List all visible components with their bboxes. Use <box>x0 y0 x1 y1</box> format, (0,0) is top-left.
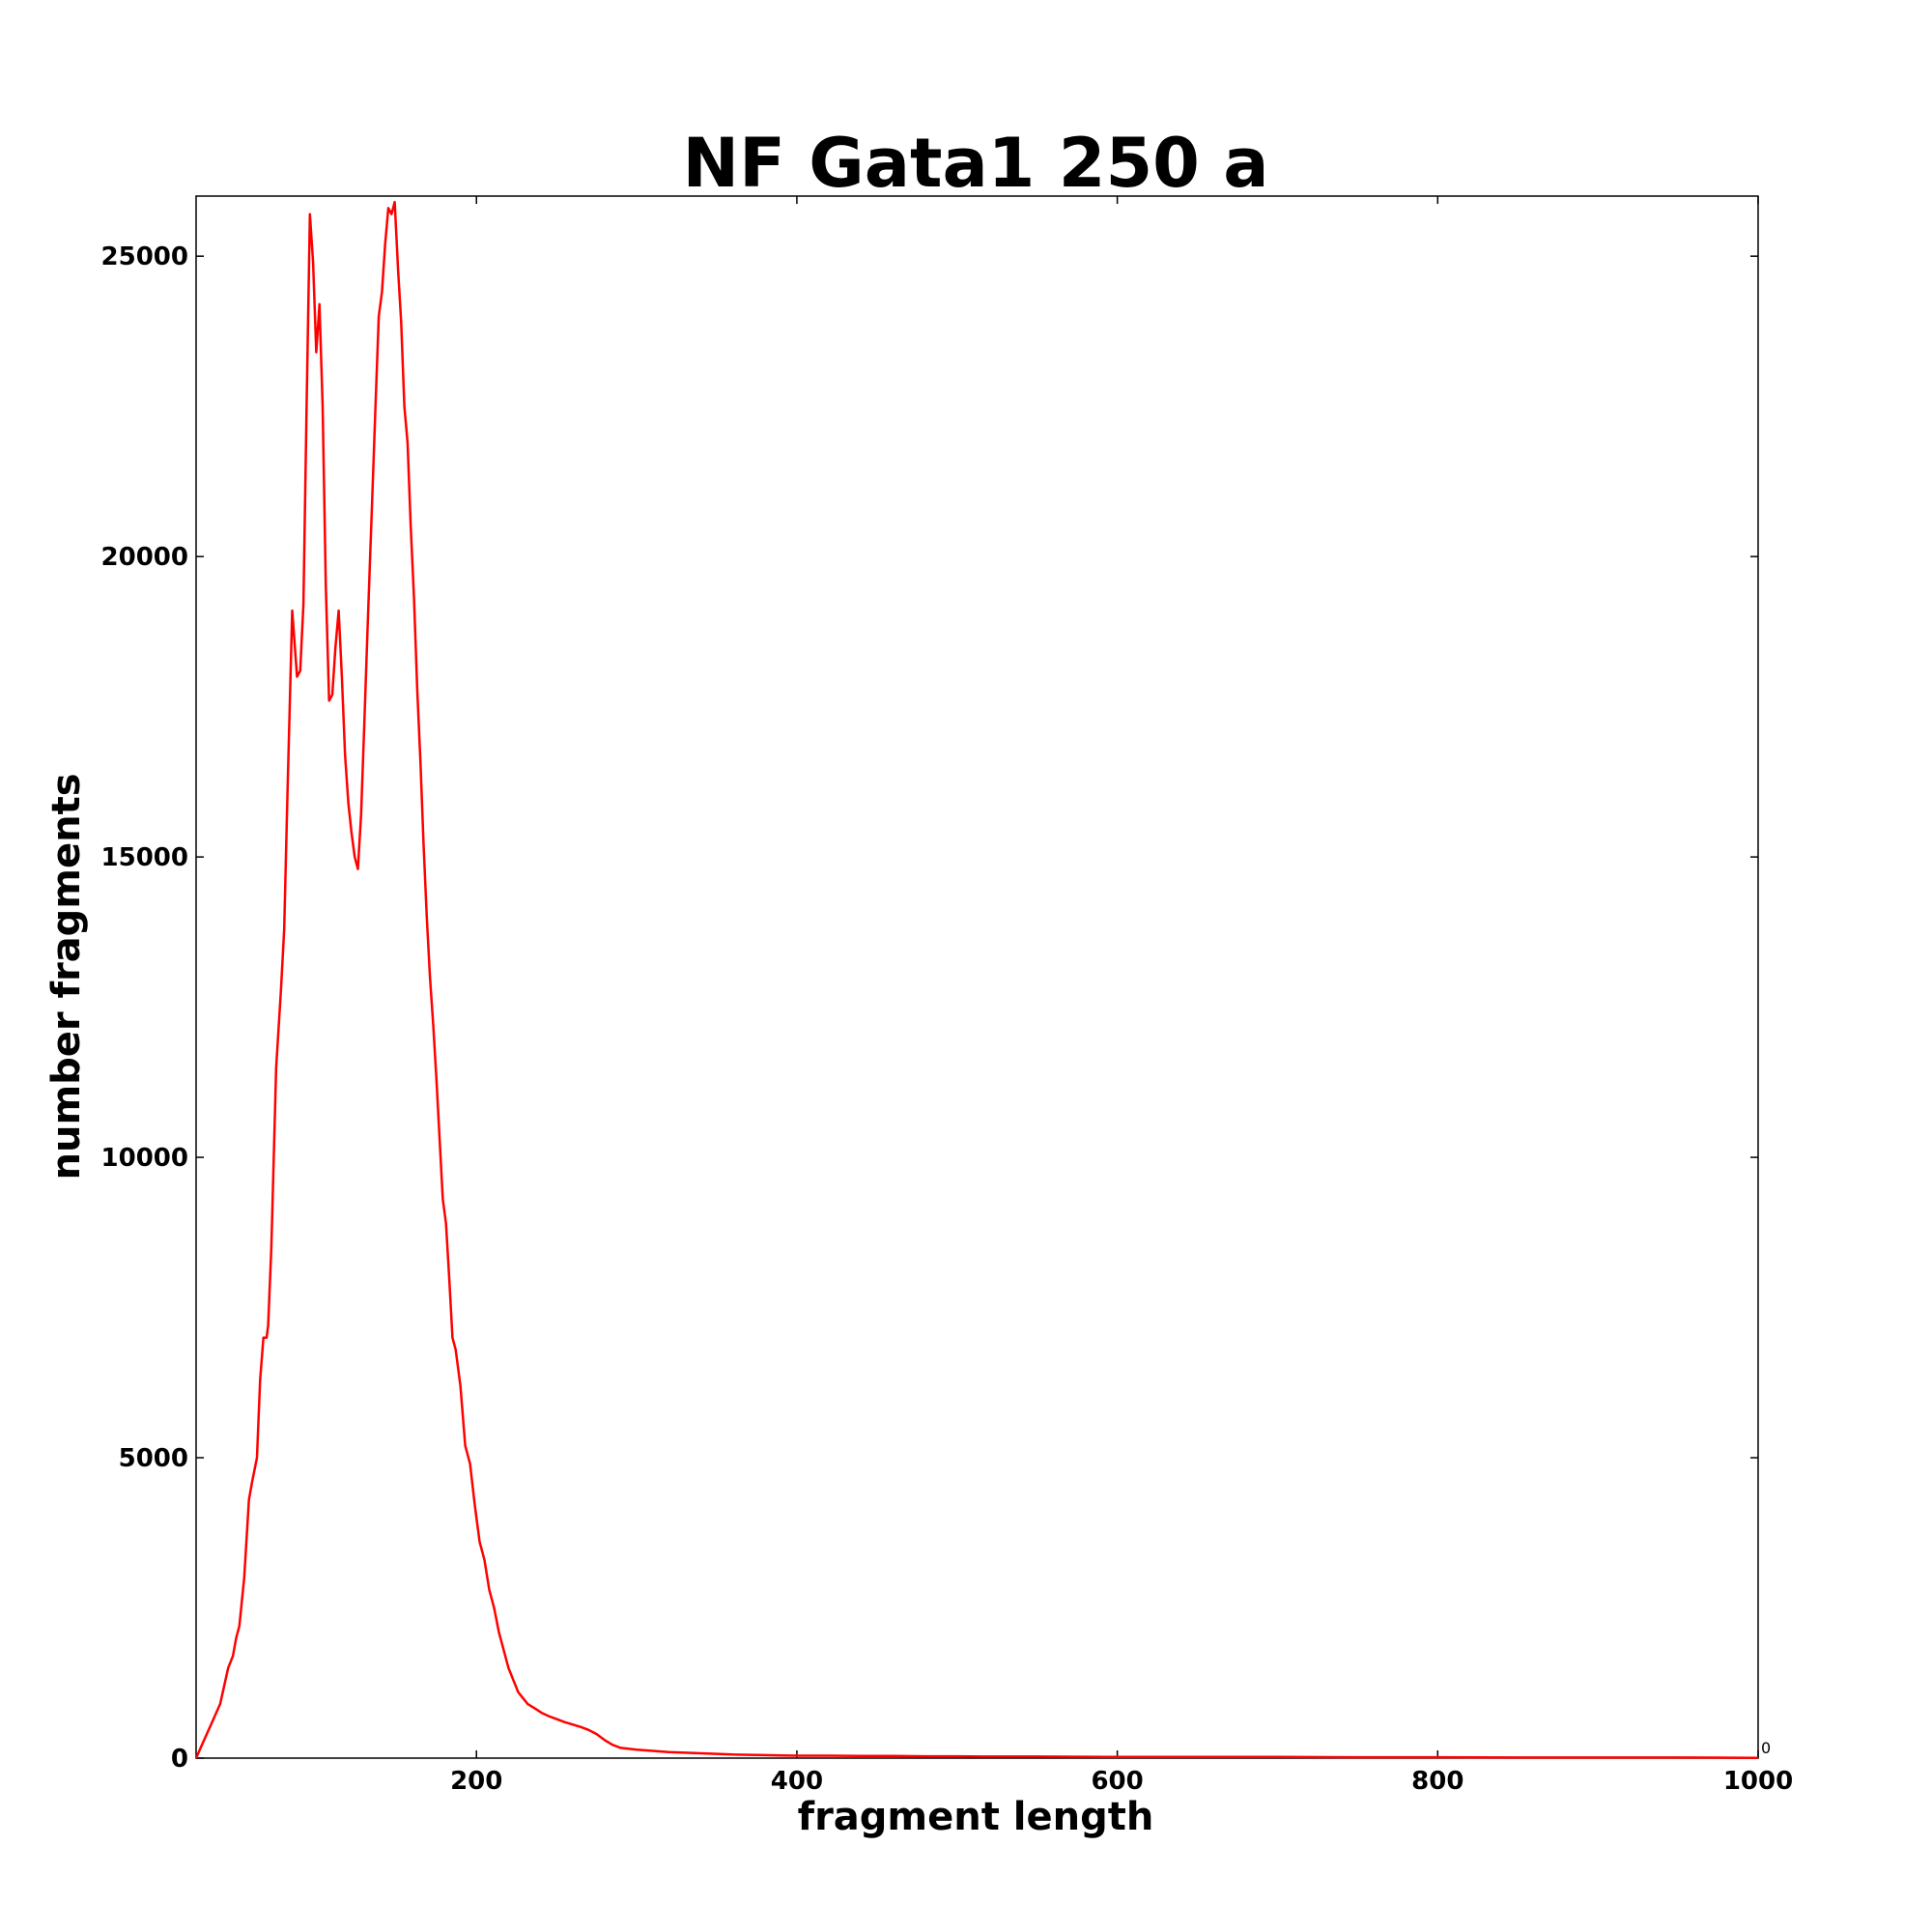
chart-title: NF Gata1 250 a <box>683 124 1269 203</box>
x-tick-label: 1000 <box>1723 1767 1793 1796</box>
y-tick-label: 0 <box>171 1745 188 1774</box>
x-tick-label: 600 <box>1091 1767 1143 1796</box>
x-axis-label: fragment length <box>798 1795 1154 1839</box>
y-tick-label: 25000 <box>101 242 188 271</box>
plot-area: 200 400 600 800 1000 0 5000 10000 15000 20000 250… <box>101 195 1793 1796</box>
offset-label: 0 <box>1761 1739 1771 1757</box>
y-tick-label: 5000 <box>119 1444 188 1473</box>
y-axis-ticks: 0 5000 10000 15000 20000 25000 <box>101 242 1758 1774</box>
y-tick-label: 10000 <box>101 1144 188 1173</box>
plot-frame <box>195 195 1759 1759</box>
x-tick-label: 200 <box>450 1767 502 1796</box>
y-tick-label: 20000 <box>101 543 188 572</box>
x-tick-label: 800 <box>1411 1767 1463 1796</box>
series-line <box>194 200 1759 1759</box>
y-axis-label: number fragments <box>44 773 89 1179</box>
y-tick-label: 15000 <box>101 843 188 872</box>
x-axis-ticks: 200 400 600 800 1000 <box>450 196 1793 1796</box>
x-tick-label: 400 <box>771 1767 823 1796</box>
